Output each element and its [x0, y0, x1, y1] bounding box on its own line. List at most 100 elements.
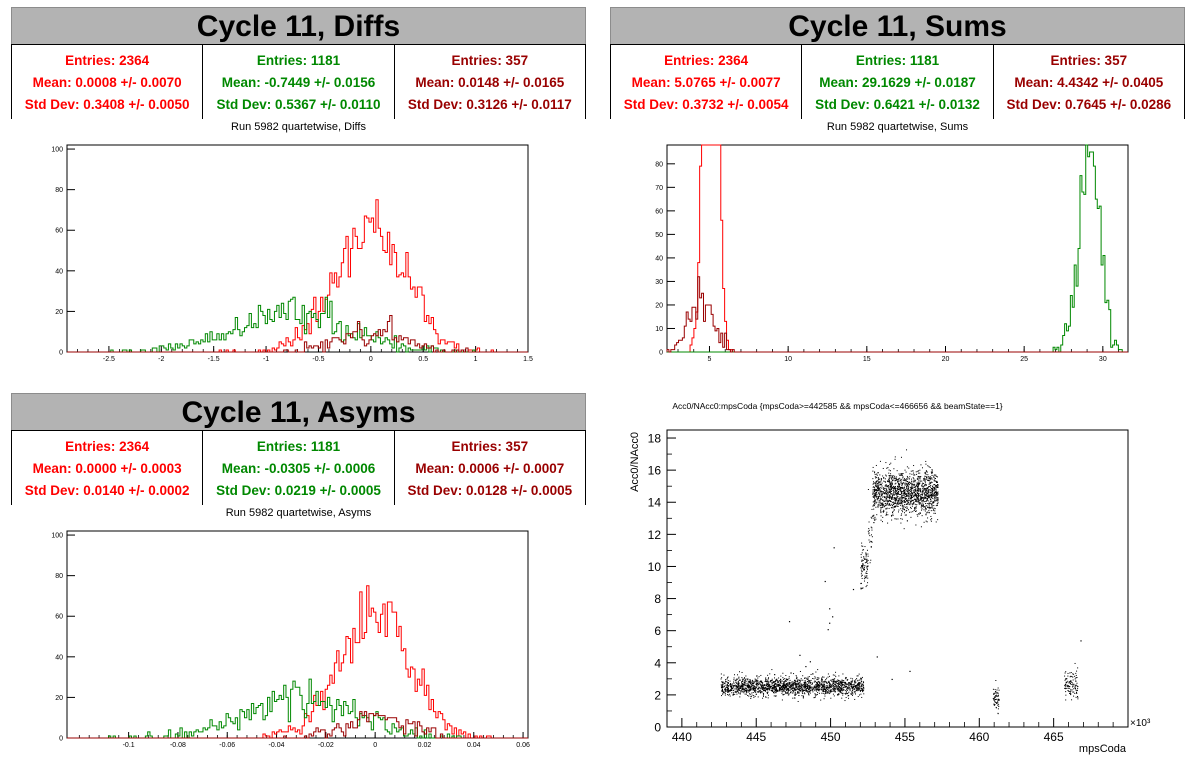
data-point: [904, 506, 906, 508]
data-point: [785, 686, 787, 688]
data-point: [927, 487, 929, 489]
data-point: [743, 681, 745, 683]
data-point: [998, 689, 1000, 691]
data-point: [785, 689, 787, 691]
data-point: [802, 690, 804, 692]
data-point: [937, 491, 939, 493]
data-point: [936, 485, 938, 487]
data-point: [908, 509, 910, 511]
data-point: [817, 681, 819, 683]
data-point: [1077, 687, 1079, 689]
data-point: [994, 696, 996, 698]
data-point: [880, 512, 882, 514]
data-point: [927, 497, 929, 499]
data-point: [894, 480, 896, 482]
y-tick-label: 60: [55, 228, 63, 235]
data-point: [877, 478, 879, 480]
data-point: [922, 505, 924, 507]
data-point: [806, 686, 808, 688]
data-point: [851, 690, 853, 692]
data-point: [892, 505, 894, 507]
stat-mean: Mean: 0.0006 +/- 0.0007: [415, 460, 565, 476]
data-point: [816, 688, 818, 690]
data-point: [904, 483, 906, 485]
data-point: [818, 689, 820, 691]
data-point: [727, 676, 729, 678]
data-point: [747, 687, 749, 689]
data-point: [898, 499, 900, 501]
y-tick-label: 100: [51, 533, 63, 540]
stat-mean: Mean: 0.0008 +/- 0.0070: [32, 74, 182, 90]
data-point: [931, 500, 933, 502]
data-point: [878, 500, 880, 502]
data-point: [923, 479, 925, 481]
data-point: [826, 683, 828, 685]
data-point: [923, 487, 925, 489]
data-point: [1077, 696, 1079, 698]
data-point: [726, 681, 728, 683]
data-point: [917, 485, 919, 487]
data-point: [781, 685, 783, 687]
data-point: [794, 683, 796, 685]
data-point: [803, 686, 805, 688]
data-point: [901, 500, 903, 502]
data-point: [763, 687, 765, 689]
data-point: [1072, 673, 1074, 675]
data-point: [775, 695, 777, 697]
data-point: [845, 685, 847, 687]
data-point: [872, 493, 874, 495]
data-point: [875, 495, 877, 497]
data-point: [742, 684, 744, 686]
data-point: [720, 684, 722, 686]
data-point: [783, 689, 785, 691]
data-point: [923, 492, 925, 494]
data-point: [740, 691, 742, 693]
data-point: [994, 701, 996, 703]
data-point: [823, 684, 825, 686]
data-point: [726, 677, 728, 679]
data-point: [883, 476, 885, 478]
data-point: [936, 504, 938, 506]
data-point: [846, 677, 848, 679]
data-point: [913, 494, 915, 496]
data-point: [891, 678, 893, 681]
data-point: [909, 493, 911, 495]
data-point: [913, 481, 915, 483]
data-point: [905, 482, 907, 484]
data-point: [858, 684, 860, 686]
data-point: [835, 684, 837, 686]
data-point: [912, 493, 914, 495]
data-point: [721, 684, 723, 686]
data-point: [908, 499, 910, 501]
data-point: [915, 488, 917, 490]
data-point: [772, 690, 774, 692]
data-point: [814, 676, 816, 678]
data-point: [865, 558, 867, 560]
data-point: [921, 504, 923, 506]
data-point: [910, 491, 912, 493]
data-point: [877, 495, 879, 497]
data-point: [875, 482, 877, 484]
data-point: [877, 489, 879, 491]
y-tick-label: 80: [655, 161, 663, 168]
data-point: [1075, 674, 1077, 676]
data-point: [833, 695, 835, 697]
data-point: [890, 475, 892, 477]
data-point: [730, 688, 732, 690]
data-point: [802, 696, 804, 698]
data-point: [797, 683, 799, 685]
data-point: [850, 685, 852, 687]
data-point: [735, 690, 737, 692]
data-point: [796, 676, 798, 678]
data-point: [861, 566, 863, 568]
data-point: [919, 488, 921, 490]
data-point: [899, 486, 901, 488]
stat-entries: Entries: 357: [451, 52, 529, 68]
data-point: [760, 690, 762, 692]
data-point: [900, 488, 902, 490]
data-point: [875, 496, 877, 498]
stat-mean: Mean: 0.0000 +/- 0.0003: [32, 460, 182, 476]
data-point: [925, 497, 927, 499]
data-point: [787, 687, 789, 689]
data-point: [914, 490, 916, 492]
